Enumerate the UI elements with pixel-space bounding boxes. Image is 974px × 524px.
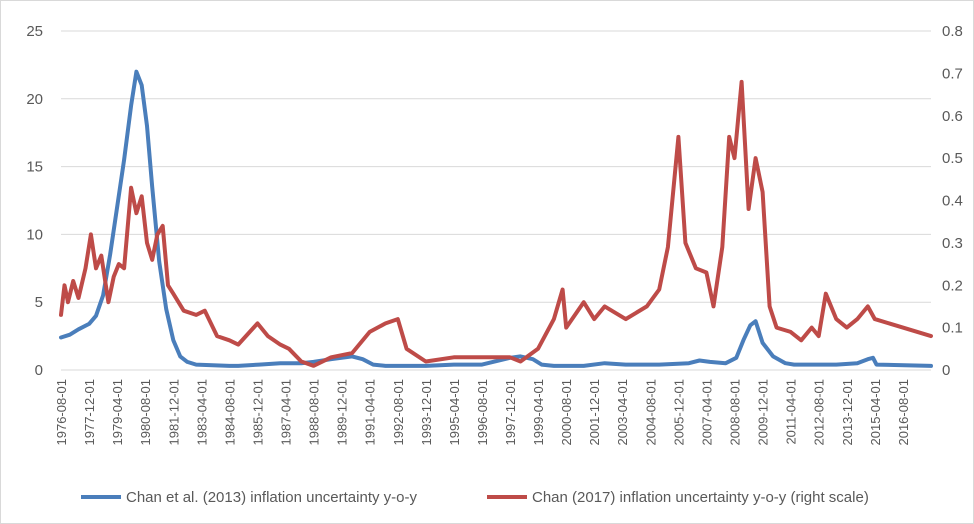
x-axis-tick-label: 2008-08-01 xyxy=(728,379,743,446)
x-axis-ticks: 1976-08-01 1977-12-01 1979-04-01 1980-08-01… xyxy=(54,379,911,446)
right-axis-tick-label: 0 xyxy=(942,362,950,379)
series-line-2 xyxy=(59,79,933,368)
x-axis-tick-label: 1977-12-01 xyxy=(82,379,97,446)
x-axis-tick-label: 2007-04-01 xyxy=(699,379,714,446)
x-axis-tick-label: 2012-08-01 xyxy=(812,379,827,446)
right-axis-tick-label: 0.5 xyxy=(942,150,963,167)
right-axis-tick-label: 0.6 xyxy=(942,108,963,125)
series-lines xyxy=(59,69,933,368)
x-axis-tick-label: 1980-08-01 xyxy=(138,379,153,446)
gridlines xyxy=(61,30,931,371)
x-axis-tick-label: 2016-08-01 xyxy=(896,379,911,446)
x-axis-tick-label: 2015-04-01 xyxy=(868,379,883,446)
x-axis-tick-label: 1992-08-01 xyxy=(391,379,406,446)
x-axis-tick-label: 2013-12-01 xyxy=(840,379,855,446)
x-axis-tick-label: 1981-12-01 xyxy=(166,379,181,446)
x-axis-tick-label: 2011-04-01 xyxy=(784,379,799,445)
x-axis-tick-label: 1996-08-01 xyxy=(475,379,490,446)
x-axis-tick-label: 1999-04-01 xyxy=(531,379,546,446)
x-axis-tick-label: 1976-08-01 xyxy=(54,379,69,446)
legend-label-series-2: Chan (2017) inflation uncertainty y-o-y … xyxy=(532,489,869,506)
x-axis-tick-label: 1988-08-01 xyxy=(307,379,322,446)
x-axis-tick-label: 2001-12-01 xyxy=(587,379,602,446)
x-axis-tick-label: 1989-12-01 xyxy=(335,379,350,446)
x-axis-tick-label: 2005-12-01 xyxy=(671,379,686,446)
x-axis-tick-label: 1984-08-01 xyxy=(222,379,237,446)
x-axis-tick-label: 1985-12-01 xyxy=(250,379,265,446)
left-axis-tick-label: 25 xyxy=(26,23,43,40)
right-axis-tick-label: 0.8 xyxy=(942,23,963,40)
x-axis-tick-label: 1983-04-01 xyxy=(194,379,209,446)
x-axis-tick-label: 2000-08-01 xyxy=(559,379,574,446)
right-axis-tick-label: 0.4 xyxy=(942,193,963,210)
left-axis-ticks: 0 5 10 15 20 25 xyxy=(26,23,43,379)
left-axis-tick-label: 5 xyxy=(35,294,43,311)
left-axis-tick-label: 0 xyxy=(35,362,43,379)
right-axis-tick-label: 0.3 xyxy=(942,235,963,252)
series-line-1 xyxy=(59,69,933,368)
x-axis-tick-label: 1987-04-01 xyxy=(278,379,293,446)
x-axis-tick-label: 1997-12-01 xyxy=(503,379,518,446)
x-axis-tick-label: 1979-04-01 xyxy=(110,379,125,446)
right-axis-tick-label: 0.1 xyxy=(942,320,963,337)
x-axis-tick-label: 2003-04-01 xyxy=(615,379,630,446)
left-axis-tick-label: 15 xyxy=(26,159,43,176)
legend-label-series-1: Chan et al. (2013) inflation uncertainty… xyxy=(126,489,417,506)
left-axis-tick-label: 20 xyxy=(26,91,43,108)
x-axis-tick-label: 2009-12-01 xyxy=(756,379,771,446)
right-axis-ticks: 0 0.1 0.2 0.3 0.4 0.5 0.6 0.7 0.8 xyxy=(942,23,963,379)
x-axis-tick-label: 2004-08-01 xyxy=(643,379,658,446)
right-axis-tick-label: 0.2 xyxy=(942,277,963,294)
x-axis-tick-label: 1993-12-01 xyxy=(419,379,434,446)
left-axis-tick-label: 10 xyxy=(26,226,43,243)
x-axis-tick-label: 1995-04-01 xyxy=(447,379,462,446)
right-axis-tick-label: 0.7 xyxy=(942,65,963,82)
x-axis-tick-label: 1991-04-01 xyxy=(363,379,378,446)
legend: Chan et al. (2013) inflation uncertainty… xyxy=(81,489,869,506)
